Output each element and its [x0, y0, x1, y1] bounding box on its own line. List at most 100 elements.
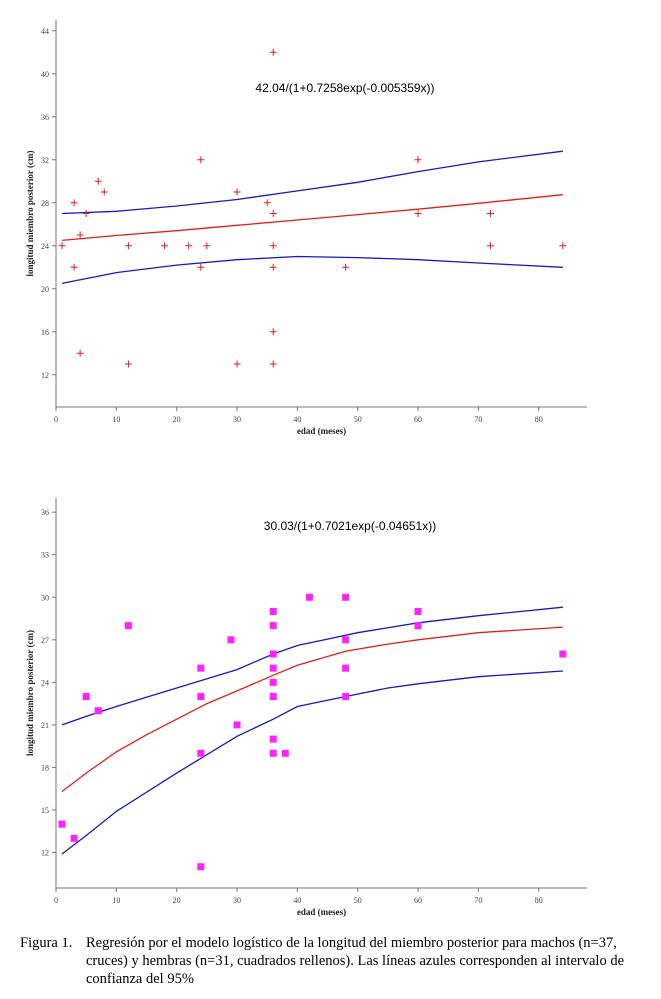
data-point — [269, 693, 277, 701]
data-point — [70, 199, 78, 207]
x-tick-label: 30 — [233, 415, 241, 424]
data-point — [82, 210, 90, 217]
y-tick-label: 32 — [41, 156, 49, 165]
data-point — [124, 622, 132, 630]
y-tick-label: 33 — [41, 551, 49, 560]
y-tick-label: 24 — [41, 678, 49, 687]
y-tick-label: 36 — [41, 508, 49, 517]
data-point — [269, 622, 277, 630]
data-point — [185, 242, 193, 250]
y-tick-label: 30 — [41, 593, 49, 602]
data-point — [197, 749, 205, 757]
ci-upper-curve — [61, 606, 563, 726]
data-point — [70, 834, 78, 842]
data-point — [227, 636, 235, 644]
y-tick-label: 18 — [41, 763, 49, 772]
figure-caption-text: Regresión por el modelo logístico de la … — [86, 935, 625, 987]
data-point — [197, 863, 205, 871]
data-point — [203, 242, 211, 250]
x-axis-label: edad (meses) — [297, 426, 346, 436]
x-tick-label: 30 — [233, 896, 241, 905]
data-point — [269, 263, 277, 271]
x-tick-label: 20 — [173, 415, 181, 424]
data-point — [342, 636, 350, 644]
data-point — [414, 156, 422, 164]
male-regression-chart: 0 10 20 30 40 50 60 70 80 12 16 20 24 28 32 36 40 44 edad … — [25, 20, 587, 436]
data-point — [58, 242, 66, 250]
y-tick-label: 40 — [41, 70, 49, 79]
data-point — [486, 210, 494, 217]
data-point — [76, 231, 84, 239]
x-tick-label: 60 — [414, 415, 422, 424]
y-axis-label: longitud miembro posterior (cm) — [25, 151, 35, 277]
data-point — [161, 242, 169, 250]
data-point — [342, 593, 350, 601]
data-point — [305, 593, 313, 601]
y-tick-label: 28 — [41, 199, 49, 208]
female-regression-chart: 0 10 20 30 40 50 60 70 80 12 15 18 21 24 27 30 33 36 edad … — [25, 498, 587, 917]
data-point — [94, 177, 102, 185]
data-point — [414, 622, 422, 630]
ci-upper-curve — [61, 150, 563, 215]
data-point — [559, 242, 567, 250]
x-tick-label: 20 — [173, 896, 181, 905]
y-tick-label: 15 — [41, 806, 49, 815]
data-point — [124, 360, 132, 368]
data-point — [100, 188, 108, 196]
x-tick-label: 50 — [354, 896, 362, 905]
y-tick-label: 20 — [41, 285, 49, 294]
data-point — [58, 820, 66, 828]
data-point — [269, 607, 277, 615]
data-point — [486, 242, 494, 250]
x-tick-label: 80 — [535, 896, 543, 905]
data-point — [269, 48, 277, 56]
data-point — [269, 650, 277, 658]
data-point — [233, 360, 241, 368]
y-tick-label: 16 — [41, 328, 49, 337]
data-point — [269, 735, 277, 743]
y-tick-label: 36 — [41, 113, 49, 122]
x-tick-label: 40 — [293, 896, 301, 905]
data-point — [76, 349, 84, 357]
data-point — [269, 678, 277, 686]
data-point — [197, 693, 205, 701]
x-tick-label: 10 — [112, 415, 120, 424]
data-point — [233, 188, 241, 196]
data-point — [559, 650, 567, 658]
x-tick-label: 60 — [414, 896, 422, 905]
ci-lower-curve — [61, 670, 563, 855]
data-point — [269, 210, 277, 217]
fit-curve — [61, 194, 563, 242]
x-axis-label: edad (meses) — [297, 907, 346, 917]
y-tick-label: 44 — [41, 27, 49, 36]
data-point — [124, 242, 132, 250]
y-tick-label: 27 — [41, 636, 49, 645]
data-point — [269, 664, 277, 672]
data-point — [269, 242, 277, 250]
y-tick-label: 12 — [41, 371, 49, 380]
model-equation: 42.04/(1+0.7258exp(-0.005359x)) — [255, 81, 434, 95]
model-equation: 30.03/(1+0.7021exp(-0.04651x)) — [264, 519, 436, 533]
data-point — [197, 664, 205, 672]
data-point — [233, 721, 241, 729]
x-tick-label: 40 — [293, 415, 301, 424]
data-point — [82, 693, 90, 701]
x-tick-label: 50 — [354, 415, 362, 424]
x-tick-label: 70 — [474, 896, 482, 905]
data-point — [269, 328, 277, 336]
x-tick-label: 10 — [112, 896, 120, 905]
x-tick-label: 80 — [535, 415, 543, 424]
data-point — [342, 693, 350, 701]
data-point — [94, 707, 102, 715]
y-tick-label: 12 — [41, 849, 49, 858]
data-point — [263, 199, 271, 207]
x-tick-label: 0 — [54, 896, 58, 905]
x-tick-label: 70 — [474, 415, 482, 424]
data-point — [70, 263, 78, 271]
fit-curve — [61, 626, 563, 793]
data-point — [414, 607, 422, 615]
ci-lower-curve — [61, 255, 563, 285]
data-point — [342, 664, 350, 672]
data-point — [197, 263, 205, 271]
data-point — [342, 263, 350, 271]
